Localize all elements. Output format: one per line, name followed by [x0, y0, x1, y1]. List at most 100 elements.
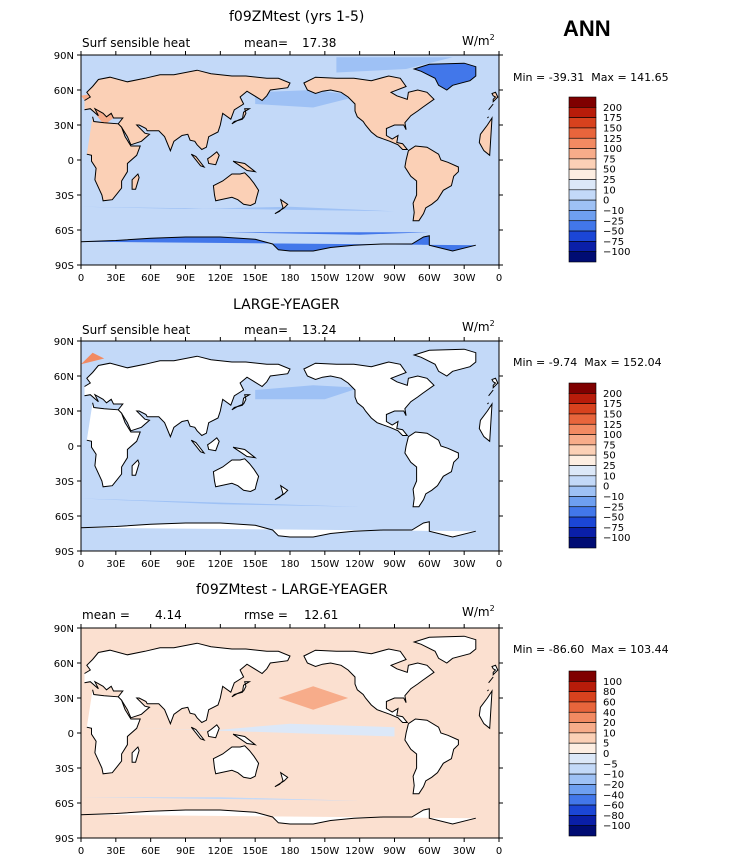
panel-3-lon-label-1: 30E — [106, 846, 125, 857]
panel-3-colorbar-swatch-12 — [568, 794, 597, 806]
panel-1-colorbar-swatch-15 — [568, 251, 597, 263]
panel-3-land-greenland — [412, 635, 477, 664]
panel-2-units: W/m2 — [462, 319, 495, 334]
panel-2-lat-label-4: 30S — [55, 477, 74, 488]
panel-1-shading-1 — [81, 232, 430, 240]
panel-2-colorbar-label-4: 100 — [603, 430, 622, 441]
panel-1-max-label: Max = — [591, 71, 627, 84]
panel-2-lon-label-7: 150W — [310, 559, 339, 570]
panel-2-colorbar-label-5: 75 — [603, 440, 616, 451]
panel-3-lon-label-9: 90W — [383, 846, 406, 857]
panel-2-field — [81, 341, 499, 551]
panel-2-max-label: Max = — [584, 356, 620, 369]
panel-3-lat-label-4: 30S — [55, 764, 74, 775]
panel-2-units-base: W/m — [462, 320, 490, 334]
panel-3-lon-label-8: 120W — [345, 846, 374, 857]
panel-3-minmax: Min = -86.60 Max = 103.44 — [513, 643, 669, 656]
panel-3-colorbar-swatch-4 — [568, 711, 597, 723]
panel-3-lon-label-6: 180 — [280, 846, 299, 857]
panel-2-land-antarctica — [81, 521, 476, 551]
panel-1-colorbar-label-13: −75 — [603, 237, 624, 248]
panel-1-lon-label-6: 180 — [280, 273, 299, 284]
panel-1-colorbar-label-12: −50 — [603, 227, 624, 238]
panel-3-min-value: -86.60 — [548, 643, 585, 656]
panel-3-shading-3 — [115, 723, 395, 737]
panel-3-land-newguinea — [232, 733, 257, 746]
panel-2-lon-label-11: 30W — [453, 559, 476, 570]
panel-1-lon-label-2: 60E — [141, 273, 160, 284]
panel-3-colorbar-swatch-5 — [568, 722, 597, 734]
panel-3-colorbar-swatch-13 — [568, 804, 597, 816]
panel-2-mean-label: mean= — [244, 323, 289, 337]
panel-1-lon-label-9: 90W — [383, 273, 406, 284]
panel-3-lon-label-3: 90E — [176, 846, 195, 857]
panel-3-units-exp: 2 — [489, 604, 495, 613]
panel-1-colorbar-label-9: 0 — [603, 196, 609, 207]
panel-1-land-antarctica — [81, 235, 476, 265]
panel-2-min-value: -9.74 — [548, 356, 578, 369]
panel-2-land-eurasia — [84, 355, 494, 439]
panel-2-colorbar-swatch-15 — [568, 537, 597, 549]
panel-2-land-madagascar — [131, 459, 140, 476]
panel-1-colorbar-label-10: −10 — [603, 206, 624, 217]
panel-2-minmax: Min = -9.74 Max = 152.04 — [513, 356, 662, 369]
panel-2-land-greenland — [412, 348, 477, 377]
panel-2-land-namerica — [303, 361, 435, 436]
panel-1-lon-label-0: 0 — [78, 273, 84, 284]
panel-3-colorbar-swatch-7 — [568, 742, 597, 754]
panel-3-lon-label-4: 120E — [208, 846, 233, 857]
panel-3-max-value: 103.44 — [630, 643, 669, 656]
panel-1-colorbar-label-4: 100 — [603, 144, 622, 155]
panel-2-lon-label-0: 0 — [78, 559, 84, 570]
panel-1-colorbar-label-14: −100 — [603, 247, 630, 258]
panel-3-land-namerica — [303, 648, 435, 723]
panel-1-land-newguinea — [232, 160, 257, 173]
panel-2-colorbar-label-14: −100 — [603, 533, 630, 544]
panel-1-units-exp: 2 — [489, 33, 495, 42]
panel-2-colorbar-label-7: 25 — [603, 461, 616, 472]
panel-2-lat-label-5: 60S — [55, 512, 74, 523]
panel-3-colorbar-label-3: 40 — [603, 708, 616, 719]
panel-2-lon-label-2: 60E — [141, 559, 160, 570]
panel-1-land-madagascar — [131, 173, 140, 190]
panel-1-lat-label-2: 30N — [54, 121, 74, 132]
panel-1-colorbar-label-2: 150 — [603, 123, 622, 134]
panel-2-variable-label: Surf sensible heat — [82, 323, 191, 337]
panel-1-mean-label: mean= — [244, 36, 289, 50]
panel-1-lat-label-1: 60N — [54, 86, 74, 97]
panel-3-colorbar-swatch-14 — [568, 815, 597, 826]
panel-3-colorbar-label-9: −10 — [603, 770, 624, 781]
panel-1-lat-label-5: 60S — [55, 226, 74, 237]
panel-3-land-uk — [491, 664, 499, 676]
panel-2-lat-label-2: 30N — [54, 407, 74, 418]
panel-1-lon-label-7: 150W — [310, 273, 339, 284]
panel-3-colorbar-swatch-8 — [568, 753, 597, 765]
panel-2-shading-3 — [81, 352, 105, 365]
panel-2-lat-label-0: 90N — [54, 337, 74, 348]
panel-3-colorbar-swatch-9 — [568, 763, 597, 775]
panel-1-land-greenland — [412, 62, 477, 91]
panel-3-mean-label: mean = — [82, 608, 130, 622]
panel-3-colorbar-swatch-10 — [568, 773, 597, 785]
panel-2-land-newzealand — [274, 484, 289, 501]
panel-2-colorbar-label-3: 125 — [603, 420, 622, 431]
panel-1-land-newzealand — [274, 198, 289, 215]
panel-2-land-japan — [231, 394, 252, 411]
panel-1-colorbar-label-7: 25 — [603, 175, 616, 186]
panel-3-rmse-label: rmse = — [244, 608, 288, 622]
panel-2-lon-label-4: 120E — [208, 559, 233, 570]
panel-2-lon-label-10: 60W — [418, 559, 441, 570]
panel-3-colorbar-label-4: 20 — [603, 718, 616, 729]
panel-1-lon-label-10: 60W — [418, 273, 441, 284]
panel-2-lon-label-12: 0 — [496, 559, 502, 570]
panel-3-colorbar-label-0: 100 — [603, 677, 622, 688]
panel-2-max-value: 152.04 — [623, 356, 662, 369]
panel-1-lat-label-0: 90N — [54, 51, 74, 62]
panel-1-land-japan — [231, 108, 252, 125]
panel-3-land-newzealand — [274, 771, 289, 788]
panel-3-field — [81, 628, 499, 838]
panel-1-variable-label: Surf sensible heat — [82, 36, 191, 50]
